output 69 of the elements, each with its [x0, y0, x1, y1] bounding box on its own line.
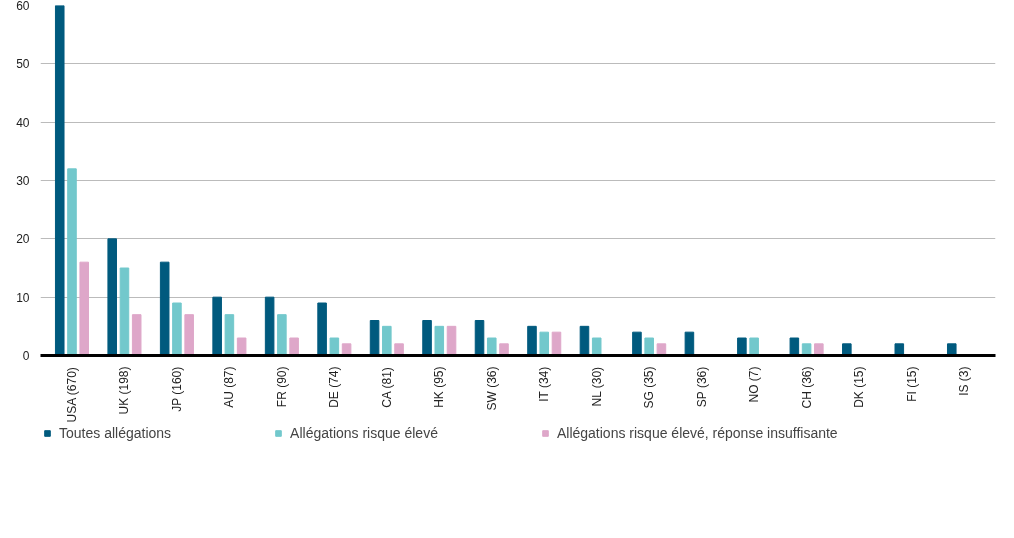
bar: [317, 302, 327, 356]
x-tick-label: IS (3): [957, 366, 972, 396]
bar: [894, 343, 905, 356]
x-tick-label: AU (87): [222, 366, 237, 408]
y-tick-label: 0: [22, 349, 30, 363]
bar: [749, 337, 759, 356]
bar: [591, 337, 602, 356]
bar: [842, 343, 852, 356]
bar: [632, 331, 642, 356]
bar: [172, 302, 182, 356]
legend-label: Allégations risque élevé: [290, 425, 438, 441]
x-tick-label: UK (198): [117, 366, 132, 415]
bar: [434, 325, 445, 356]
bar: [684, 331, 695, 356]
y-tick-label: 20: [16, 232, 30, 247]
bar: [499, 343, 509, 356]
bar: [79, 261, 90, 356]
bar: [382, 325, 392, 356]
x-tick-label: CH (36): [799, 366, 814, 409]
legend-label: Allégations risque élevé, réponse insuffisante: [556, 425, 838, 441]
bar: [814, 343, 824, 356]
x-tick-label: DK (15): [852, 366, 867, 408]
bar: [289, 337, 299, 356]
x-tick-label: FR (90): [274, 366, 289, 408]
legend-label: Toutes allégations: [59, 425, 172, 441]
bar: [486, 337, 497, 356]
bar: [236, 337, 247, 356]
bar: [224, 314, 235, 356]
bar: [422, 320, 432, 356]
y-tick-label: 60: [16, 0, 30, 13]
x-tick-label: DE (74): [327, 366, 342, 408]
bar: [264, 296, 275, 356]
bar: [369, 320, 380, 356]
y-tick-label: 40: [16, 115, 30, 130]
bar: [159, 261, 170, 356]
x-tick-label: SG (35): [642, 366, 657, 409]
bar: [737, 337, 747, 356]
x-tick-label: JP (160): [169, 366, 184, 412]
bar: [107, 238, 117, 356]
bar: [394, 343, 404, 356]
y-tick-label: 30: [16, 174, 30, 188]
bar: [341, 343, 352, 356]
bar: [789, 337, 800, 356]
x-tick-label: SW (36): [484, 366, 499, 411]
x-tick-label: IT (34): [537, 366, 552, 402]
bar: [329, 337, 340, 356]
bar: [474, 320, 485, 356]
bar: [801, 343, 812, 356]
y-tick-label: 50: [16, 57, 30, 72]
bar: [54, 5, 65, 356]
x-tick-label: SP (36): [694, 366, 709, 408]
bar: [946, 343, 957, 356]
bar: [119, 267, 130, 356]
bar: [539, 331, 550, 356]
x-tick-label: HK (95): [432, 366, 447, 408]
y-tick-label: 10: [16, 290, 30, 305]
bar: [644, 337, 654, 356]
x-tick-label: NO (7): [747, 366, 762, 403]
bar: [212, 296, 222, 356]
bar: [527, 325, 537, 356]
bar: [184, 314, 194, 356]
x-tick-label: NL (30): [589, 366, 604, 407]
x-tick-label: FI (15): [904, 366, 919, 402]
x-tick-label: CA (81): [379, 367, 394, 408]
bar: [67, 168, 77, 356]
bar: [131, 314, 142, 356]
bar: [656, 343, 667, 356]
x-tick-label: USA (670): [64, 367, 79, 423]
bar: [277, 314, 287, 356]
